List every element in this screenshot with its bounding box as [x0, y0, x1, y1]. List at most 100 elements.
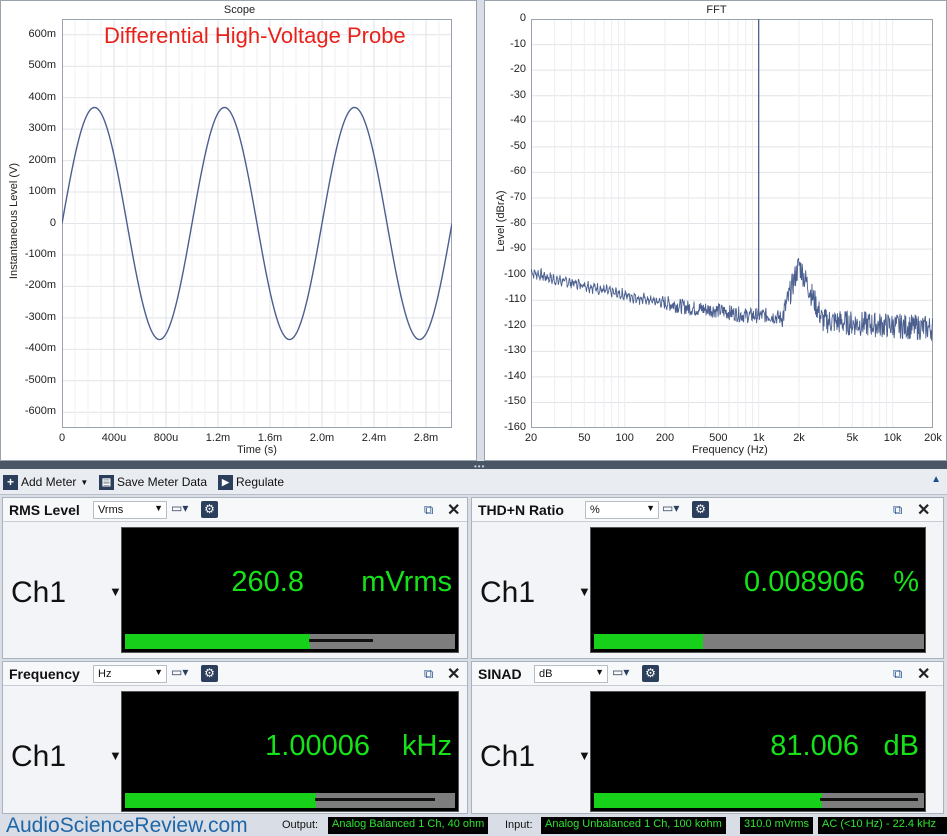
pop-out-icon[interactable]: ⧉	[424, 502, 434, 517]
meter-title: SINAD	[478, 666, 522, 682]
x-tick-label: 2.8m	[413, 432, 439, 444]
meter-display: 81.006 dB	[590, 691, 926, 812]
x-tick-label: 1.2m	[205, 432, 231, 444]
y-tick-label: -600m	[24, 405, 56, 418]
channel-dropdown-icon[interactable]: ▼	[578, 748, 591, 763]
x-tick-label: 10k	[883, 432, 902, 444]
level-bar	[594, 793, 924, 808]
level-bar-peak	[309, 639, 373, 642]
status-bar: AudioScienceReview.com Output: Analog Ba…	[0, 814, 947, 836]
unit-select[interactable]: % ▼	[585, 501, 659, 519]
scroll-up-icon[interactable]: ▲	[931, 474, 941, 485]
meter-value: 81.006	[770, 730, 859, 762]
graph-options-icon[interactable]: ▭▾	[612, 665, 630, 679]
sinad-meter: SINAD dB ▼ ▭▾ ⚙ ⧉ ✕ Ch1 ▼ 81.006 dB	[471, 661, 944, 814]
pop-out-icon[interactable]: ⧉	[893, 666, 903, 681]
meter-header: SINAD dB ▼ ▭▾ ⚙ ⧉ ✕	[472, 662, 943, 686]
save-meter-data-button[interactable]: ▤ Save Meter Data	[99, 473, 207, 491]
meter-unit: dB	[883, 730, 919, 762]
channel-label: Ch1	[11, 740, 67, 773]
channel-dropdown-icon[interactable]: ▼	[578, 584, 591, 599]
meter-title: THD+N Ratio	[478, 502, 564, 518]
y-tick-label: -40	[510, 114, 526, 127]
scope-plot[interactable]	[62, 19, 452, 428]
y-tick-label: -200m	[24, 279, 56, 292]
gear-icon[interactable]: ⚙	[692, 501, 709, 518]
unit-select-value: dB	[539, 668, 553, 680]
input-level[interactable]: 310.0 mVrms	[740, 817, 814, 834]
unit-select[interactable]: dB ▼	[534, 665, 608, 683]
gear-icon[interactable]: ⚙	[201, 501, 218, 518]
unit-select[interactable]: Hz ▼	[93, 665, 167, 683]
output-config[interactable]: Analog Balanced 1 Ch, 40 ohm	[328, 817, 489, 834]
level-bar-fill	[125, 793, 317, 808]
y-tick-label: -100m	[24, 247, 56, 260]
scope-ylabel: Instantaneous Level (V)	[8, 162, 20, 280]
level-bar-peak	[315, 798, 435, 801]
y-tick-label: 500m	[28, 59, 56, 72]
input-label: Input:	[505, 819, 533, 831]
add-meter-button[interactable]: + Add Meter ▼	[3, 473, 88, 491]
scope-trace	[62, 106, 452, 341]
input-config[interactable]: Analog Unbalanced 1 Ch, 100 kohm	[541, 817, 726, 834]
scope-xlabel: Time (s)	[237, 444, 277, 456]
y-tick-label: -150	[503, 395, 526, 408]
level-bar-fill	[594, 793, 822, 808]
y-tick-label: -300m	[24, 310, 56, 323]
graph-options-icon[interactable]: ▭▾	[171, 501, 189, 515]
close-icon[interactable]: ✕	[447, 666, 461, 683]
x-tick-label: 2k	[793, 432, 805, 444]
y-tick-label: -130	[503, 344, 526, 357]
graph-options-icon[interactable]: ▭▾	[171, 665, 189, 679]
channel-dropdown-icon[interactable]: ▼	[109, 584, 122, 599]
x-tick-label: 5k	[846, 432, 859, 444]
graph-options-icon[interactable]: ▭▾	[662, 501, 680, 515]
gear-icon[interactable]: ⚙	[642, 665, 659, 682]
meter-header: Frequency Hz ▼ ▭▾ ⚙ ⧉ ✕	[3, 662, 467, 686]
channel-dropdown-icon[interactable]: ▼	[109, 748, 122, 763]
plot-frame	[531, 19, 933, 428]
level-bar	[125, 793, 455, 808]
y-tick-label: -30	[510, 88, 526, 101]
unit-select[interactable]: Vrms ▼	[93, 501, 167, 519]
y-tick-label: -140	[503, 369, 526, 382]
chevron-down-icon: ▼	[154, 667, 163, 677]
chevron-down-icon: ▼	[154, 503, 163, 513]
chevron-down-icon: ▼	[646, 503, 655, 513]
x-tick-label: 2.4m	[361, 432, 387, 444]
frequency-meter: Frequency Hz ▼ ▭▾ ⚙ ⧉ ✕ Ch1 ▼ 1.00006 kHz	[2, 661, 468, 814]
filter-config[interactable]: AC (<10 Hz) - 22.4 kHz	[818, 817, 947, 834]
y-tick-label: 200m	[28, 153, 56, 166]
x-tick-label: 2.0m	[309, 432, 335, 444]
close-icon[interactable]: ✕	[917, 502, 931, 519]
y-tick-label: 0	[519, 12, 526, 24]
gear-icon[interactable]: ⚙	[201, 665, 218, 682]
chevron-down-icon: ▼	[80, 477, 89, 487]
y-tick-label: 300m	[28, 122, 56, 135]
level-bar-peak	[820, 798, 918, 801]
x-tick-label: 0	[58, 432, 66, 444]
y-tick-label: 0	[49, 216, 56, 229]
x-tick-label: 500	[709, 432, 728, 444]
add-meter-label: Add Meter	[21, 475, 77, 489]
level-bar	[594, 634, 924, 649]
fft-title: FFT	[706, 4, 727, 16]
pop-out-icon[interactable]: ⧉	[424, 666, 434, 681]
close-icon[interactable]: ✕	[917, 666, 931, 683]
save-data-icon: ▤	[99, 474, 114, 490]
y-tick-label: 600m	[28, 27, 56, 40]
x-tick-label: 20k	[924, 432, 942, 444]
pop-out-icon[interactable]: ⧉	[893, 502, 903, 517]
y-tick-label: -120	[503, 318, 526, 331]
meter-unit: mVrms	[361, 566, 452, 598]
regulate-button[interactable]: ▶ Regulate	[218, 473, 284, 491]
x-tick-label: 200	[655, 432, 675, 444]
meter-value: 0.008906	[744, 566, 865, 598]
panel-splitter[interactable]: •••	[0, 461, 947, 471]
meter-header: RMS Level Vrms ▼ ▭▾ ⚙ ⧉ ✕	[3, 498, 467, 522]
close-icon[interactable]: ✕	[447, 502, 461, 519]
fft-panel: FFT 0 -10 -20 -30 -40 -50 -60 -70 -80 -90 -100 -110…	[484, 0, 947, 461]
fft-plot[interactable]	[531, 19, 933, 428]
regulate-label: Regulate	[236, 475, 285, 489]
y-tick-label: -50	[510, 139, 526, 152]
